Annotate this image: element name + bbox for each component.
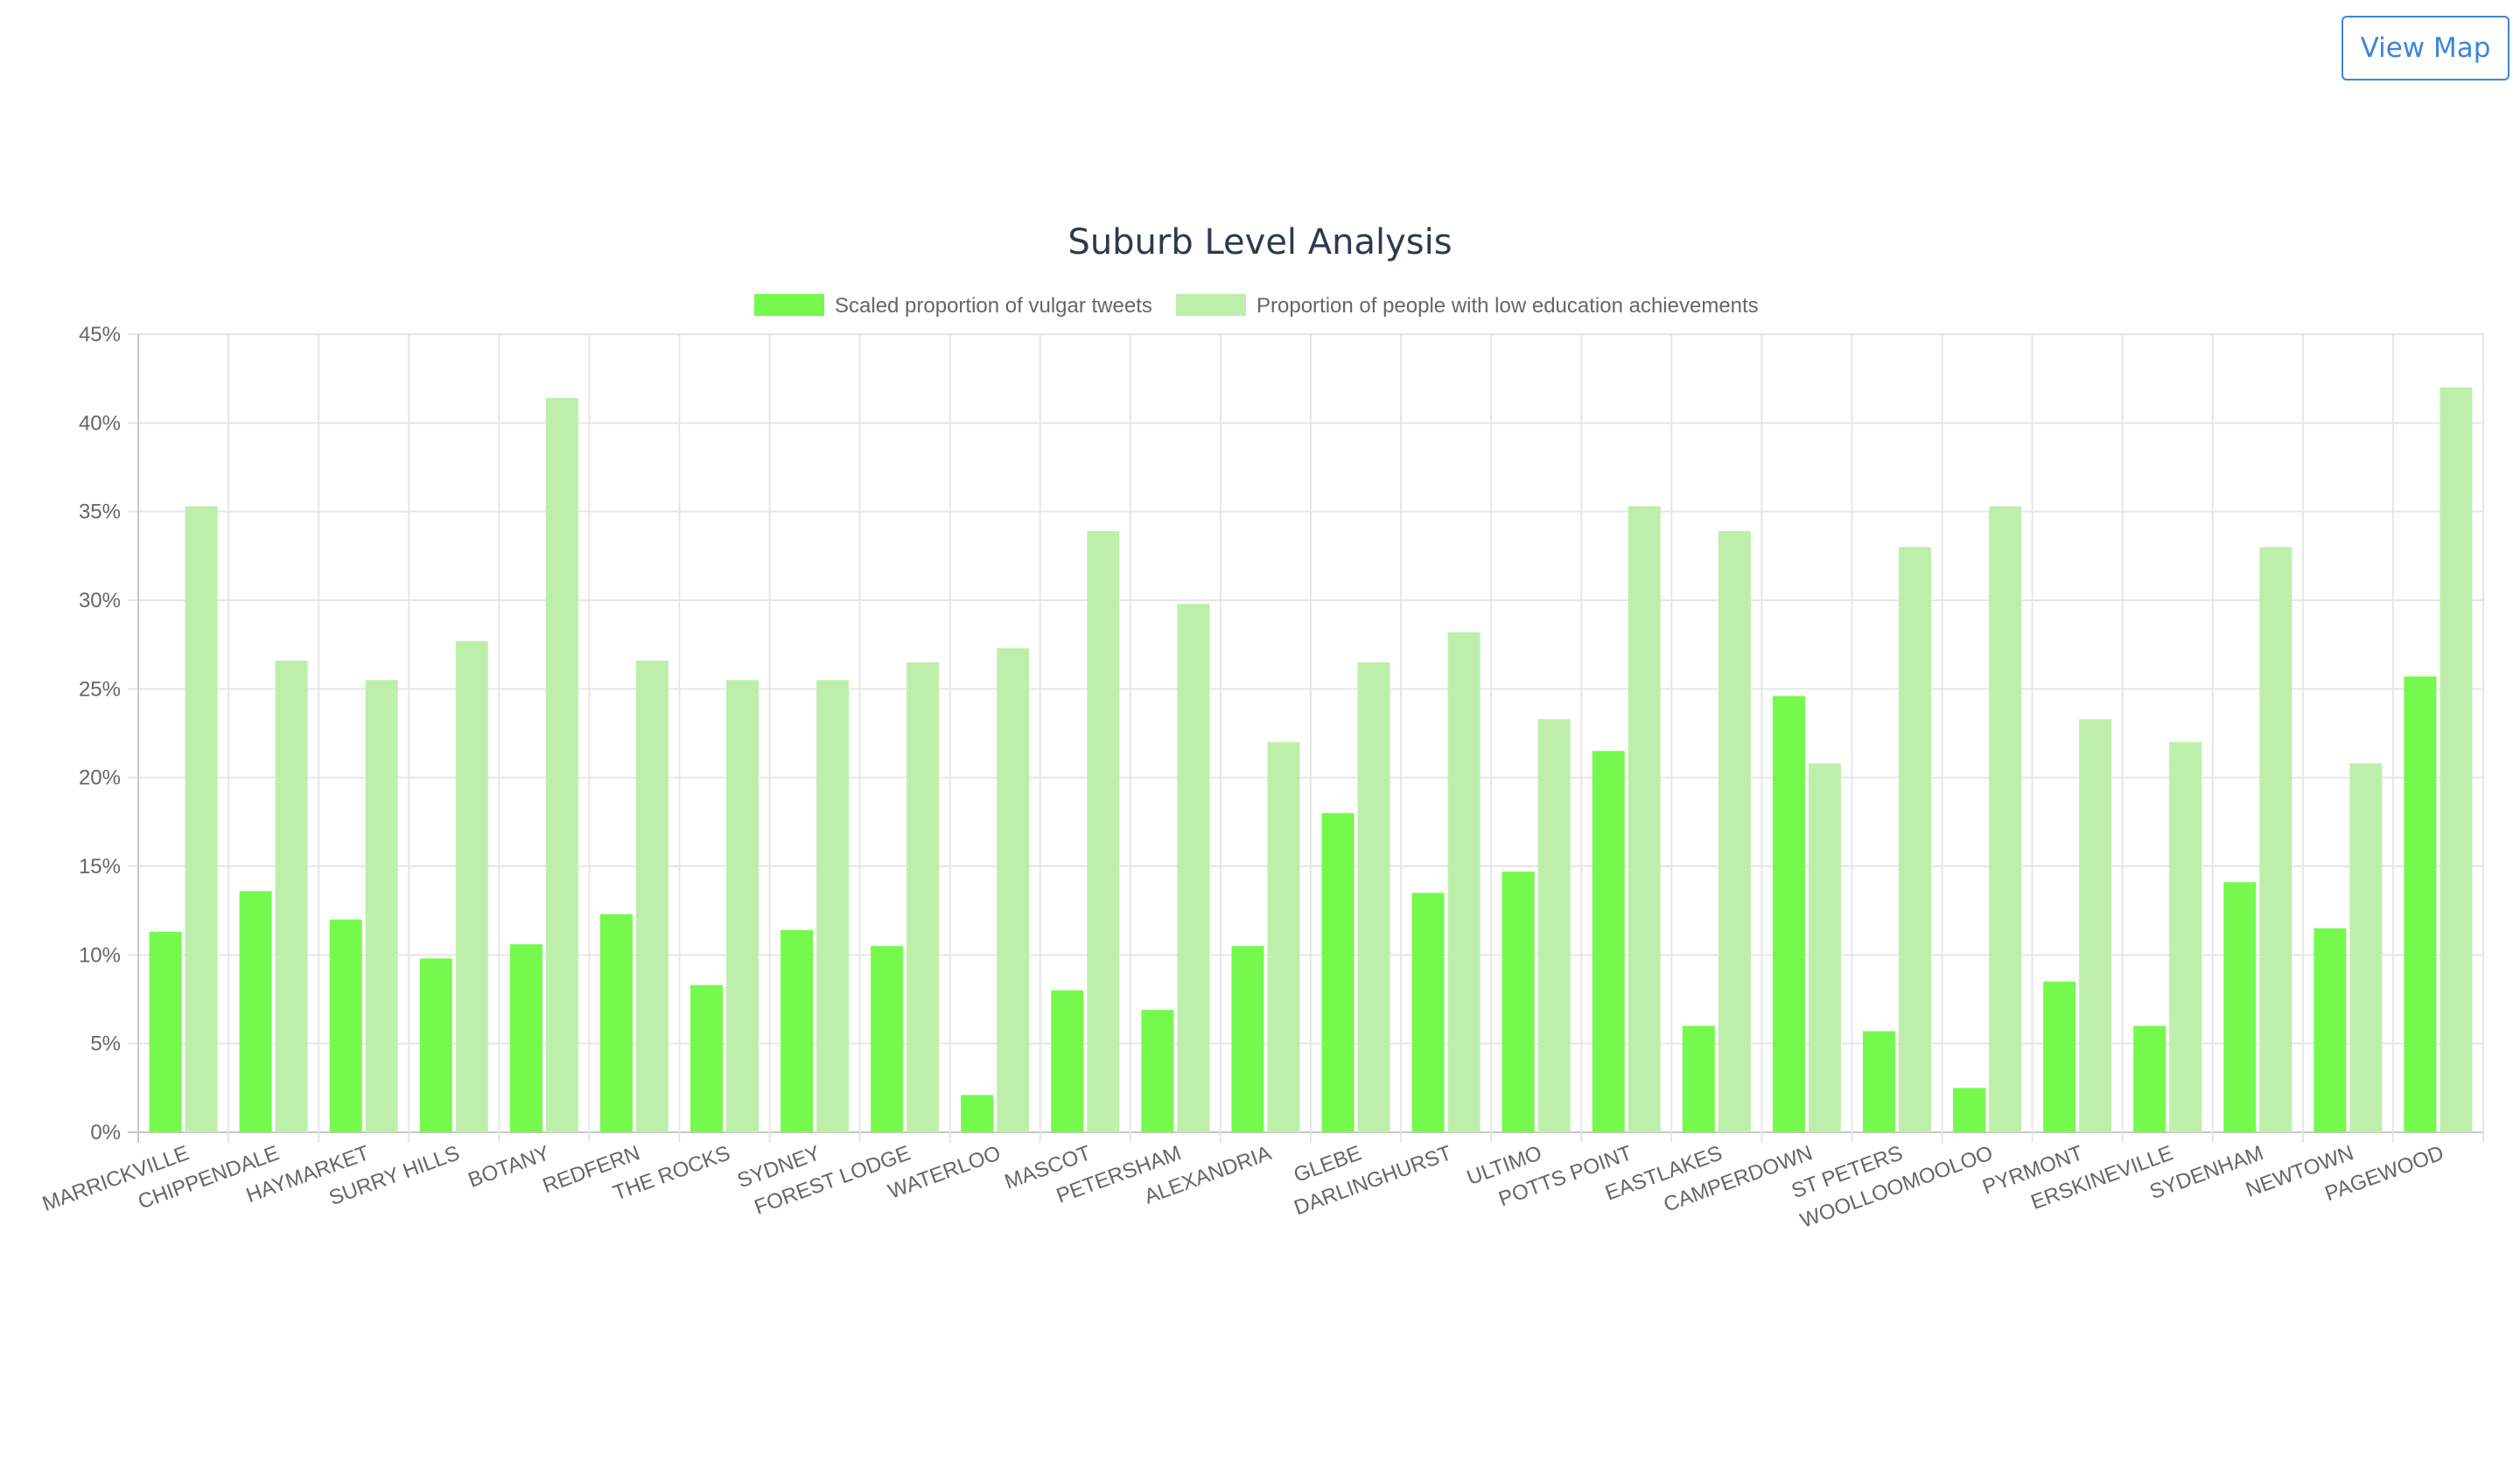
bar-low-education xyxy=(1177,604,1210,1132)
bar-vulgar-tweets xyxy=(1321,813,1354,1132)
bar-vulgar-tweets xyxy=(2133,1026,2166,1132)
y-axis: 0% 5% 10% 15% 20% 25% 30% 35% 40% 45% xyxy=(79,323,121,1144)
bar-low-education xyxy=(1718,530,1751,1132)
bar-vulgar-tweets xyxy=(1592,751,1625,1132)
bar-low-education xyxy=(2259,547,2292,1132)
bar-low-education xyxy=(1537,718,1571,1132)
bar-low-education xyxy=(1989,506,2022,1132)
bar-low-education xyxy=(185,506,218,1132)
bar-vulgar-tweets xyxy=(419,958,452,1132)
bar-vulgar-tweets xyxy=(1682,1026,1715,1132)
y-tick-label: 5% xyxy=(90,1032,121,1056)
bar-vulgar-tweets xyxy=(599,914,633,1132)
bar-low-education xyxy=(635,660,668,1132)
bar-vulgar-tweets xyxy=(2404,676,2437,1132)
bar-vulgar-tweets xyxy=(1231,946,1264,1132)
bar-vulgar-tweets xyxy=(2043,981,2076,1132)
y-tick-label: 35% xyxy=(79,500,121,524)
legend-swatch-low-education xyxy=(1176,294,1246,316)
bar-vulgar-tweets xyxy=(149,931,182,1132)
bar-low-education xyxy=(1087,530,1120,1132)
bar-low-education xyxy=(1267,742,1300,1132)
legend-label-low-education: Proportion of people with low education … xyxy=(1256,294,1759,318)
bar-low-education xyxy=(365,680,398,1132)
bar-vulgar-tweets xyxy=(509,944,542,1132)
chart-legend: Scaled proportion of vulgar tweets Propo… xyxy=(754,294,1759,318)
bar-low-education xyxy=(2079,718,2112,1132)
y-tick-label: 10% xyxy=(79,943,121,967)
chart-bars xyxy=(149,387,2473,1133)
y-tick-label: 25% xyxy=(79,677,121,701)
bar-vulgar-tweets xyxy=(1502,872,1535,1132)
x-tick-label: BOTANY xyxy=(466,1141,553,1193)
bar-low-education xyxy=(545,397,578,1133)
bar-low-education xyxy=(1808,763,1841,1132)
bar-low-education xyxy=(1447,632,1480,1132)
bar-vulgar-tweets xyxy=(1953,1088,1986,1132)
bar-vulgar-tweets xyxy=(239,891,272,1132)
bar-low-education xyxy=(1899,547,1931,1132)
bar-low-education xyxy=(455,640,488,1132)
bar-vulgar-tweets xyxy=(329,919,362,1132)
y-tick-label: 20% xyxy=(79,766,121,790)
y-tick-label: 30% xyxy=(79,589,121,612)
y-tick-label: 0% xyxy=(90,1121,121,1144)
bar-low-education xyxy=(997,648,1030,1132)
bar-vulgar-tweets xyxy=(871,946,904,1132)
y-tick-label: 40% xyxy=(79,411,121,435)
bar-low-education xyxy=(2169,742,2202,1132)
bar-vulgar-tweets xyxy=(961,1095,994,1132)
legend-label-vulgar-tweets: Scaled proportion of vulgar tweets xyxy=(835,294,1152,318)
y-tick-label: 45% xyxy=(79,323,121,346)
bar-vulgar-tweets xyxy=(690,984,723,1132)
bar-vulgar-tweets xyxy=(780,929,814,1132)
bar-vulgar-tweets xyxy=(1411,892,1445,1132)
bar-low-education xyxy=(726,680,759,1132)
bar-low-education xyxy=(2440,387,2473,1132)
bar-low-education xyxy=(906,662,940,1132)
bar-vulgar-tweets xyxy=(1141,1010,1174,1132)
bar-vulgar-tweets xyxy=(2223,882,2257,1132)
bar-low-education xyxy=(2349,763,2383,1132)
view-map-button[interactable]: View Map xyxy=(2342,16,2510,80)
bar-low-education xyxy=(275,660,308,1132)
legend-swatch-vulgar-tweets xyxy=(754,294,824,316)
bar-low-education xyxy=(1357,662,1390,1132)
bar-vulgar-tweets xyxy=(1772,696,1805,1132)
bar-vulgar-tweets xyxy=(1863,1031,1895,1132)
y-tick-label: 15% xyxy=(79,855,121,878)
bar-vulgar-tweets xyxy=(1051,990,1084,1132)
bar-low-education xyxy=(816,680,850,1132)
bar-low-education xyxy=(1628,506,1661,1132)
chart-title: Suburb Level Analysis xyxy=(1068,222,1452,262)
bar-vulgar-tweets xyxy=(2314,928,2347,1132)
